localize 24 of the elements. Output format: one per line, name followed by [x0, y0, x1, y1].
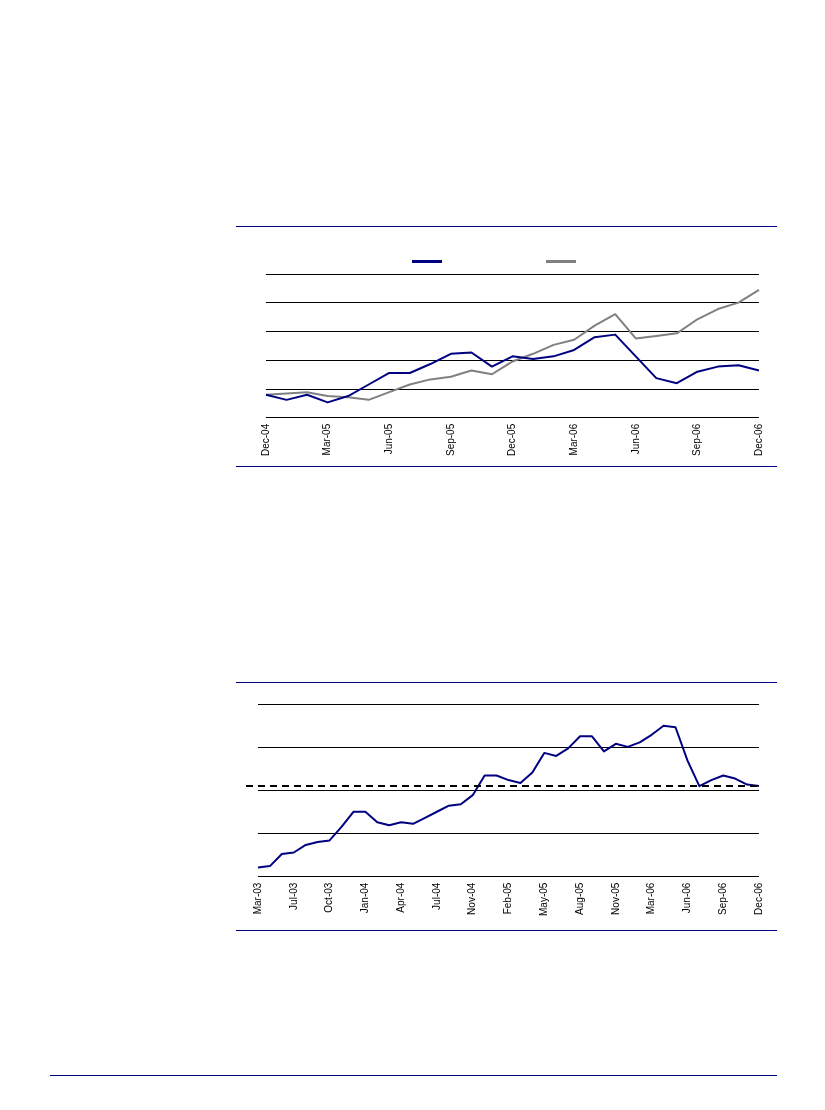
- x-tick-label: Apr-04: [394, 882, 406, 913]
- x-tick-label: Mar-06: [645, 882, 657, 915]
- x-tick-label: Mar-03: [251, 882, 263, 915]
- x-tick-label: Jun-05: [383, 423, 394, 455]
- x-tick-label: Jul-03: [287, 882, 299, 910]
- x-tick-label: Dec-05: [506, 423, 518, 456]
- x-tick-label: Dec-04: [259, 423, 271, 456]
- x-tick-label: Sep-06: [716, 882, 728, 915]
- x-tick-label: Sep-06: [691, 423, 703, 456]
- x-tick-label: Nov-04: [466, 882, 478, 915]
- x-tick-label: Jul-04: [430, 882, 442, 910]
- x-tick-label: Mar-05: [321, 423, 333, 456]
- x-tick-label: Mar-06: [567, 423, 579, 456]
- x-tick-label: Jun-06: [629, 423, 641, 455]
- x-tick-label: Feb-05: [502, 882, 514, 915]
- x-tick-label: Dec-06: [752, 423, 764, 456]
- x-tick-label: Oct-03: [323, 882, 335, 913]
- x-tick-label: Nov-05: [609, 882, 621, 915]
- x-tick-label: May-05: [538, 882, 550, 917]
- x-tick-label: Jun-06: [681, 882, 693, 914]
- x-tick-label: Dec-06: [752, 882, 764, 915]
- x-tick-label: Jan-04: [359, 882, 371, 914]
- x-tick-label: Sep-05: [444, 423, 456, 456]
- x-tick-label: Aug-05: [573, 882, 585, 915]
